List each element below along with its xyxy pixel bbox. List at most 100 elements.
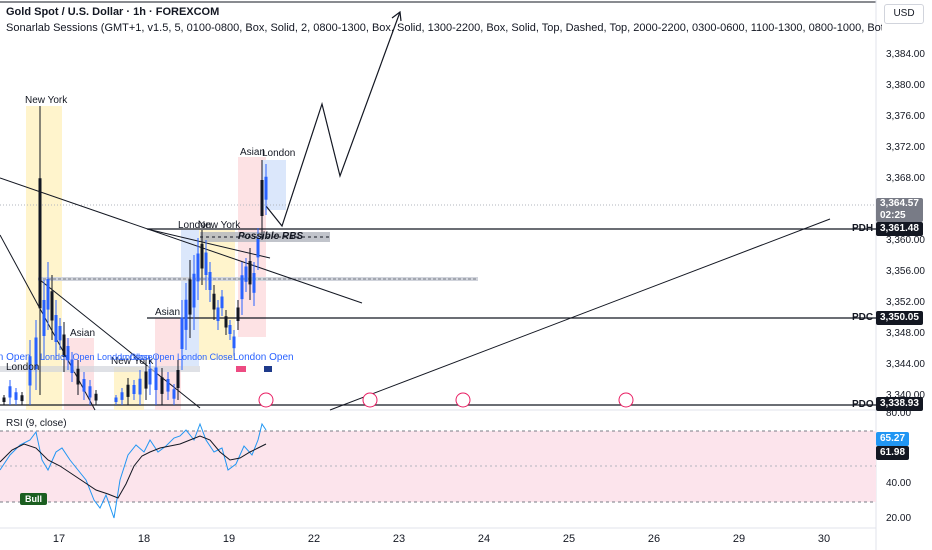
pdh-label: PDH: [852, 223, 874, 234]
price-tick: 3,376.00: [886, 111, 925, 122]
candle-body: [260, 180, 264, 216]
rsi-badge-b[interactable]: 61.98: [876, 446, 910, 460]
rsi-tick: 80.00: [886, 408, 912, 419]
candle-body: [184, 299, 188, 330]
candle-body: [232, 336, 236, 349]
pdc-badge[interactable]: 3,350.05: [876, 311, 923, 325]
session-label: Asian: [70, 328, 96, 339]
candle-body: [248, 261, 252, 285]
time-tick: 19: [222, 533, 236, 545]
candle-body: [114, 397, 118, 402]
candle-body: [196, 253, 200, 282]
candle-body: [20, 395, 24, 402]
candle-body: [200, 243, 204, 269]
candle-body: [192, 273, 196, 308]
candle-body: [28, 356, 32, 386]
candle-body: [76, 368, 80, 385]
price-tick: 3,352.00: [886, 297, 925, 308]
trendline-up: [329, 218, 831, 411]
price-tick: 3,344.00: [886, 359, 925, 370]
symbol-title[interactable]: Gold Spot / U.S. Dollar · 1h · FOREXCOM: [6, 6, 220, 18]
rsi-badge-a[interactable]: 65.27: [876, 432, 910, 446]
possible-rbs-label: Possible RBS: [238, 231, 304, 242]
indicator-label[interactable]: Sonarlab Sessions (GMT+1, v1.5, 5, 0100-…: [6, 22, 882, 34]
session-label: London Open: [233, 352, 294, 363]
time-tick: 23: [392, 533, 406, 545]
candle-body: [188, 279, 192, 315]
time-tick: 17: [52, 533, 66, 545]
candle-body: [228, 325, 232, 334]
time-tick: 30: [817, 533, 831, 545]
session-label: New York: [111, 356, 154, 367]
session-label: Asian: [240, 147, 266, 158]
candle-body: [138, 378, 142, 395]
rsi-ma-line: [0, 435, 267, 499]
candle-body: [256, 238, 260, 258]
candle-body: [160, 377, 164, 394]
candle-body: [220, 296, 224, 309]
candle-body: [58, 326, 62, 341]
price-tick: 3,372.00: [886, 142, 925, 153]
currency-button[interactable]: USD: [884, 4, 924, 24]
session-label: Asian: [155, 307, 181, 318]
projection-arrowhead: [391, 10, 402, 22]
price-tick: 3,380.00: [886, 80, 925, 91]
candle-body: [244, 266, 248, 282]
time-tick: 26: [647, 533, 661, 545]
rsi-tick: 20.00: [886, 513, 912, 524]
candle-body: [88, 386, 92, 398]
session-marker-red: [236, 366, 246, 372]
us-flag-icon-3[interactable]: [618, 392, 634, 408]
time-tick: 22: [307, 533, 321, 545]
candle-body: [2, 397, 6, 402]
candle-body: [126, 384, 130, 397]
us-flag-icon-1[interactable]: [362, 392, 378, 408]
trendline-down-1: [0, 177, 363, 304]
candle-body: [8, 386, 12, 398]
session-label: London: [6, 362, 40, 373]
rbs-box: [200, 232, 330, 242]
candle-body: [144, 371, 148, 389]
candle-body: [46, 279, 50, 310]
rsi-label[interactable]: RSI (9, close): [6, 418, 67, 429]
us-flag-icon-2[interactable]: [455, 392, 471, 408]
event-icon-1[interactable]: [258, 392, 274, 408]
pdo-badge[interactable]: 3,338.93: [876, 397, 923, 411]
candle-body: [50, 291, 54, 321]
price-tick: 3,340.00: [886, 390, 925, 401]
session-marker-blue: [264, 366, 272, 372]
session-label: London: [262, 148, 296, 159]
candle-body: [82, 379, 86, 392]
price-tick: 3,356.00: [886, 266, 925, 277]
time-tick: 29: [732, 533, 746, 545]
price-tick: 3,348.00: [886, 328, 925, 339]
trendline-down-3: [39, 279, 201, 409]
candle-body: [66, 346, 70, 361]
price-tick: 3,384.00: [886, 49, 925, 60]
candle-body: [38, 178, 42, 309]
candle-body: [216, 307, 220, 321]
candle-body: [34, 337, 38, 369]
candle-body: [154, 367, 158, 390]
session-label: London Open: [0, 352, 31, 363]
session-label: New York: [25, 95, 68, 106]
candle-body: [240, 275, 244, 300]
candle-body: [264, 176, 268, 200]
candle-body: [62, 334, 66, 357]
pdh-badge[interactable]: 3,361.48: [876, 222, 923, 236]
candle-body: [14, 392, 18, 400]
session-label: New York: [198, 220, 241, 231]
projection-path: [265, 11, 401, 228]
session-label: London Open London Close: [40, 352, 153, 362]
price-tick: 3,360.00: [886, 235, 925, 246]
session-marker-strip: [0, 366, 200, 372]
last-price: 3,364.57: [880, 198, 919, 209]
last-price-badge[interactable]: 3,364.57 02:25: [876, 198, 923, 222]
session-label: London Open London Close: [120, 352, 233, 362]
time-tick: 24: [477, 533, 491, 545]
price-tick: 3,368.00: [886, 173, 925, 184]
time-tick: 25: [562, 533, 576, 545]
candle-body: [166, 379, 170, 392]
candle-body: [172, 389, 176, 399]
